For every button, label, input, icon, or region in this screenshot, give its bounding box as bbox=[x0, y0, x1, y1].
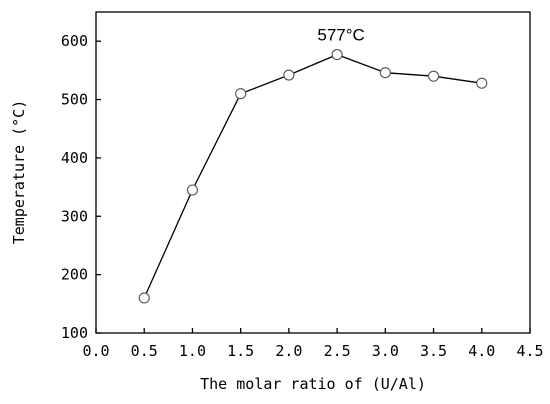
series-layer bbox=[138, 49, 488, 304]
x-tick-label: 1.0 bbox=[179, 342, 206, 360]
data-point bbox=[235, 88, 247, 100]
peak-annotation: 577°C bbox=[317, 26, 364, 45]
y-tick-label: 600 bbox=[61, 32, 88, 50]
series-line bbox=[143, 53, 482, 299]
y-tick-label: 400 bbox=[61, 149, 88, 167]
data-point bbox=[283, 69, 295, 81]
x-tick-label: 4.0 bbox=[468, 342, 495, 360]
data-point bbox=[186, 184, 198, 196]
y-axis-title: Temperature (°C) bbox=[10, 100, 28, 245]
y-tick-label: 500 bbox=[61, 91, 88, 109]
x-tick-label: 2.0 bbox=[275, 342, 302, 360]
x-tick-label: 3.0 bbox=[372, 342, 399, 360]
y-tick-label: 100 bbox=[61, 324, 88, 342]
x-axis-title: The molar ratio of (U/Al) bbox=[200, 375, 426, 393]
data-point bbox=[331, 49, 343, 61]
y-tick-label: 300 bbox=[61, 207, 88, 225]
annotation-layer: 577°C bbox=[317, 26, 364, 45]
y-axis: 100 200 300 400 500 600 bbox=[61, 32, 101, 342]
x-tick-label: 0.5 bbox=[131, 342, 158, 360]
data-point bbox=[476, 77, 488, 89]
x-tick-label: 0.0 bbox=[82, 342, 109, 360]
x-tick-label: 1.5 bbox=[227, 342, 254, 360]
data-point bbox=[379, 67, 391, 79]
data-point bbox=[428, 70, 440, 82]
y-tick-label: 200 bbox=[61, 266, 88, 284]
x-tick-label: 2.5 bbox=[324, 342, 351, 360]
data-point bbox=[138, 292, 150, 304]
plot-frame bbox=[95, 11, 531, 334]
x-tick-label: 4.5 bbox=[516, 342, 543, 360]
x-axis: 0.0 0.5 1.0 1.5 2.0 2.5 3.0 3.5 4.0 4.5 bbox=[82, 328, 544, 360]
x-tick-label: 3.5 bbox=[420, 342, 447, 360]
